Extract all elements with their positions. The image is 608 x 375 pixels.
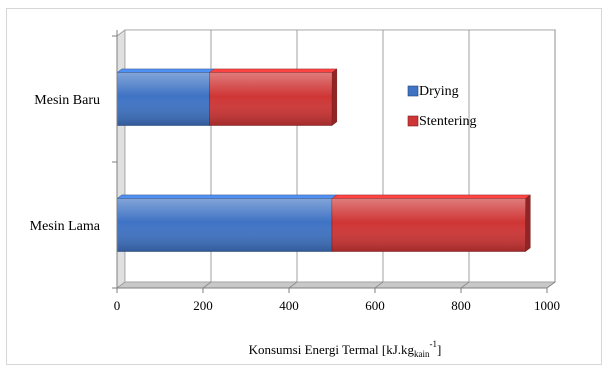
bar-end-face <box>331 68 338 126</box>
bar-drying-mesin-baru <box>116 68 216 126</box>
bar-shading <box>117 198 332 252</box>
gridline-floor <box>546 281 556 289</box>
gridline-floor <box>374 281 384 289</box>
x-tick-label: 200 <box>193 298 213 313</box>
gridline-floor <box>288 281 298 289</box>
legend-label: Drying <box>419 84 459 99</box>
bar-top-face <box>331 194 532 199</box>
plot-floor <box>115 281 557 289</box>
bar-drying-mesin-lama <box>116 194 338 252</box>
legend-label: Stentering <box>419 114 477 129</box>
bar-top-face <box>116 194 338 199</box>
bar-top-face <box>116 68 216 73</box>
gridline-floor <box>202 281 212 289</box>
bar-top-face <box>208 68 338 73</box>
y-tick-label: Mesin Lama <box>30 219 101 234</box>
x-tick-label: 400 <box>279 298 299 313</box>
x-tick-label: 600 <box>365 298 385 313</box>
y-axis-labels: Mesin Baru Mesin Lama <box>30 93 101 234</box>
legend: Drying Stentering <box>407 84 477 129</box>
bar-shading <box>117 72 210 126</box>
bar-shading <box>209 72 332 126</box>
legend-swatch <box>407 115 419 127</box>
y-tick-label: Mesin Baru <box>34 93 100 108</box>
x-tick-label: 1000 <box>534 298 560 313</box>
x-axis-ticks: 0 200 400 600 800 1000 <box>114 288 560 313</box>
bar-shading <box>332 198 526 252</box>
x-axis-title: Konsumsi Energi Termal [kJ.kgkain-1] <box>249 339 442 359</box>
bars <box>116 68 532 252</box>
y-axis-ticks <box>112 35 117 289</box>
bar-stentering-mesin-lama <box>331 194 532 252</box>
legend-item-stentering: Stentering <box>407 114 477 129</box>
x-tick-label: 0 <box>114 298 121 313</box>
gridline-floor <box>460 281 470 289</box>
x-tick-label: 800 <box>451 298 471 313</box>
bar-stentering-mesin-baru <box>208 68 338 126</box>
bar-end-face <box>525 194 531 252</box>
legend-swatch <box>407 85 419 97</box>
legend-item-drying: Drying <box>407 84 459 99</box>
